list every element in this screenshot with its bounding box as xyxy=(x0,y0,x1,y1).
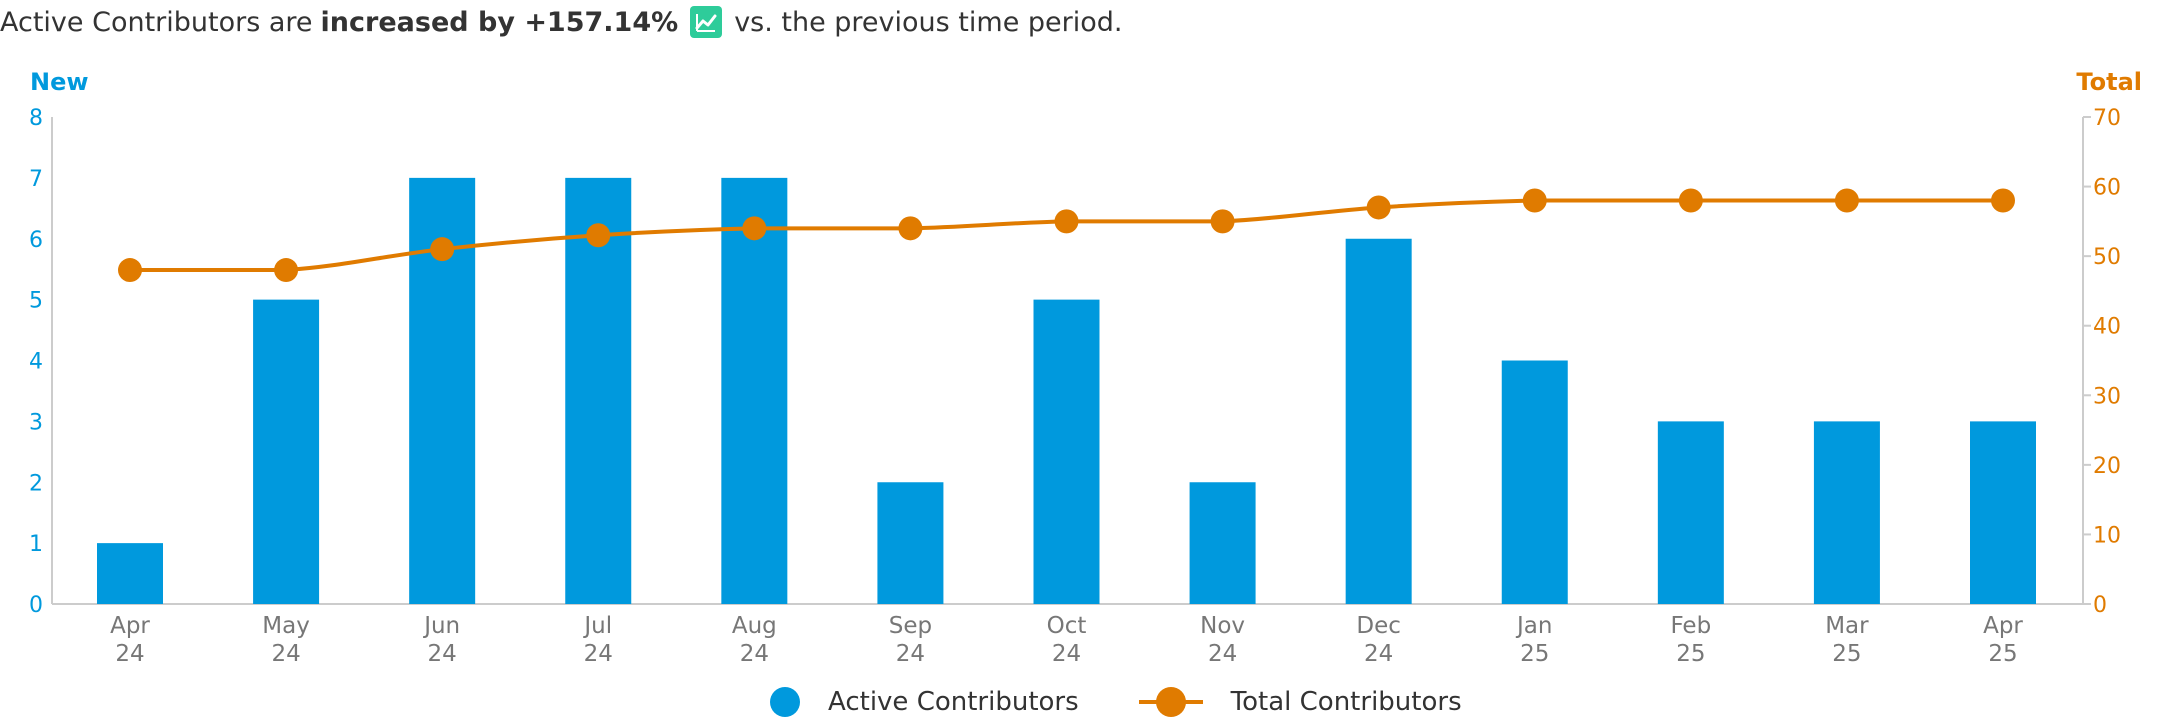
legend-label-total: Total Contributors xyxy=(1230,687,1462,717)
left-tick-label: 1 xyxy=(29,532,43,557)
left-tick-label: 8 xyxy=(29,106,43,131)
bar-active-contributors xyxy=(721,177,788,604)
point-total-contributors xyxy=(586,223,611,248)
headline-emphasis: increased by +157.14% xyxy=(320,6,679,38)
x-tick-label: Aug 24 xyxy=(732,613,777,667)
bar-active-contributors xyxy=(1970,421,2036,604)
legend-swatch-line xyxy=(1138,687,1203,717)
bar-active-contributors xyxy=(1813,421,1880,604)
right-tick-label: 10 xyxy=(2093,523,2121,548)
right-tick-label: 0 xyxy=(2093,593,2107,618)
left-tick-label: 6 xyxy=(29,228,43,253)
x-tick-label: Jul 24 xyxy=(582,613,613,667)
x-tick-label: Sep 24 xyxy=(889,613,932,667)
x-tick-label: Jan 25 xyxy=(1515,613,1552,667)
bar-active-contributors xyxy=(877,482,944,604)
headline-prefix: Active Contributors are xyxy=(0,6,313,38)
bar-active-contributors xyxy=(1189,482,1256,604)
legend: Active Contributors Total Contributors xyxy=(770,682,1462,722)
bar-active-contributors xyxy=(1033,299,1100,604)
x-tick-label: Dec 24 xyxy=(1356,613,1401,667)
bar-active-contributors xyxy=(97,543,163,604)
x-tick-label: Apr 24 xyxy=(110,613,150,667)
point-total-contributors xyxy=(118,258,142,283)
point-total-contributors xyxy=(742,216,767,241)
x-tick-label: Apr 25 xyxy=(1983,613,2023,667)
x-tick-label: Feb 25 xyxy=(1670,613,1711,667)
right-tick-label: 70 xyxy=(2093,106,2121,131)
left-tick-label: 3 xyxy=(29,410,43,435)
point-total-contributors xyxy=(274,258,299,283)
headline-suffix: vs. the previous time period. xyxy=(734,6,1123,38)
point-total-contributors xyxy=(1366,195,1391,220)
point-total-contributors xyxy=(1522,188,1547,213)
x-tick-label: Jun 24 xyxy=(422,613,460,667)
legend-swatch-bar xyxy=(770,687,800,717)
x-tick-label: May 24 xyxy=(262,613,310,667)
right-axis-title: Total xyxy=(2076,68,2142,96)
left-axis-title: New xyxy=(30,68,89,96)
left-tick-label: 2 xyxy=(29,471,43,496)
point-total-contributors xyxy=(430,237,455,262)
legend-item-active-contributors[interactable]: Active Contributors xyxy=(770,687,1079,717)
right-tick-label: 40 xyxy=(2093,315,2121,340)
legend-item-total-contributors[interactable]: Total Contributors xyxy=(1138,687,1462,717)
x-tick-label: Oct 24 xyxy=(1047,613,1087,667)
point-total-contributors xyxy=(898,216,923,241)
right-tick-label: 30 xyxy=(2093,384,2121,409)
right-tick-label: 20 xyxy=(2093,454,2121,479)
point-total-contributors xyxy=(1210,209,1235,234)
bar-active-contributors xyxy=(1501,360,1568,604)
point-total-contributors xyxy=(1054,209,1079,234)
right-tick-label: 50 xyxy=(2093,245,2121,270)
left-tick-label: 5 xyxy=(29,289,43,314)
bar-active-contributors xyxy=(1657,421,1724,604)
right-tick-label: 60 xyxy=(2093,176,2121,201)
point-total-contributors xyxy=(1678,188,1703,213)
bar-active-contributors xyxy=(253,299,320,604)
legend-label-active: Active Contributors xyxy=(828,687,1079,717)
bar-active-contributors xyxy=(565,177,632,604)
headline: Active Contributors are increased by +15… xyxy=(0,6,1122,38)
x-tick-label: Mar 25 xyxy=(1825,613,1869,667)
contributors-chart: New 0 1 2 3 4 5 6 7 8 Total 0 10 20 30 40 50 60 70 Apr 24 May… xyxy=(29,68,2142,667)
point-total-contributors xyxy=(1834,188,1859,213)
left-tick-label: 7 xyxy=(29,167,43,192)
point-total-contributors xyxy=(1991,188,2015,213)
x-tick-label: Nov 24 xyxy=(1200,613,1245,667)
bar-active-contributors xyxy=(1345,238,1412,604)
trend-up-chart-icon xyxy=(690,6,723,38)
left-tick-label: 0 xyxy=(29,593,43,618)
left-tick-label: 4 xyxy=(29,350,43,375)
